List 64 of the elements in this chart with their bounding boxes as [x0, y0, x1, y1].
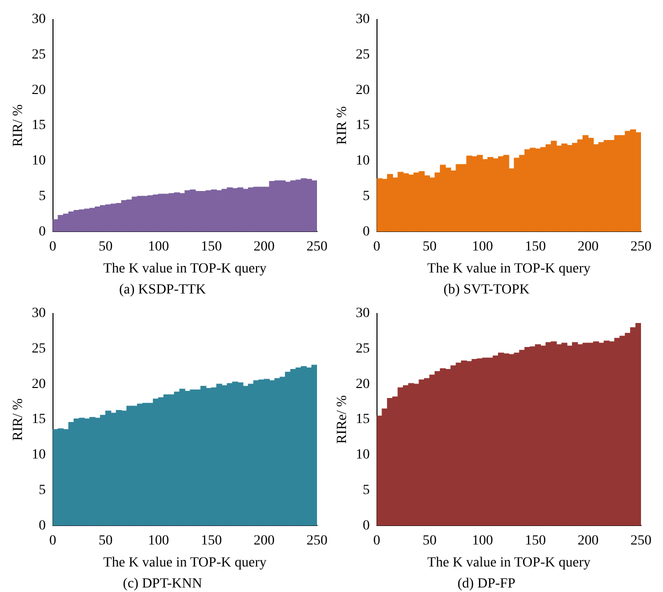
y-tick-label: 15: [32, 118, 46, 134]
y-tick-label: 30: [32, 12, 46, 28]
y-tick-label: 20: [32, 376, 46, 392]
y-tick-label: 25: [356, 47, 370, 62]
y-tick-label: 0: [362, 518, 370, 534]
text: (d) DP-FP: [458, 576, 516, 592]
y-tick-label: 10: [32, 154, 46, 169]
y-tick-label: 30: [356, 12, 370, 28]
y-tick-label: 25: [32, 341, 46, 356]
y-tick-label: 20: [32, 82, 46, 98]
x-tick-label: 200: [578, 534, 599, 549]
y-tick-label: 15: [356, 118, 370, 134]
text: (c) DPT-KNN: [122, 576, 202, 592]
y-tick-label: 0: [38, 224, 46, 240]
x-tick-label: 50: [422, 534, 437, 549]
x-tick-label: 50: [98, 534, 113, 549]
x-tick-label: 100: [472, 240, 493, 255]
x-tick-label: 200: [254, 534, 275, 549]
x-tick-label: 50: [422, 240, 437, 255]
y-tick-label: 10: [32, 448, 46, 463]
x-axis-title: The K value in TOP-K query: [427, 261, 590, 276]
y-tick-label: 25: [356, 341, 370, 356]
text: (b) SVT-TOPK: [444, 282, 530, 298]
y-tick-label: 0: [362, 224, 370, 240]
x-tick-label: 200: [578, 240, 599, 255]
y-tick-label: 0: [38, 518, 46, 534]
y-tick-label: 15: [356, 412, 370, 428]
x-axis-title: The K value in TOP-K query: [103, 261, 266, 276]
x-tick-label: 250: [306, 240, 328, 255]
y-axis-title: RIRe/ %: [335, 394, 350, 444]
x-tick-label: 100: [472, 534, 493, 549]
text: (a) KSDP-TTK: [119, 282, 206, 298]
x-tick-label: 0: [49, 240, 56, 255]
x-tick-label: 150: [524, 534, 546, 549]
y-axis-title: RIR/ %: [11, 398, 26, 441]
x-tick-label: 250: [306, 534, 328, 549]
y-tick-label: 30: [32, 306, 46, 322]
x-tick-label: 150: [200, 534, 222, 549]
x-tick-label: 200: [254, 240, 275, 255]
x-axis-title: The K value in TOP-K query: [427, 555, 590, 570]
y-tick-label: 15: [32, 412, 46, 428]
x-tick-label: 100: [148, 240, 169, 255]
y-axis-title: RIR/ %: [11, 104, 26, 147]
x-tick-label: 150: [200, 240, 222, 255]
y-tick-label: 30: [356, 306, 370, 322]
x-tick-label: 150: [524, 240, 546, 255]
y-tick-label: 5: [362, 482, 370, 498]
y-tick-label: 25: [32, 47, 46, 62]
x-tick-label: 0: [49, 534, 56, 549]
x-axis-title: The K value in TOP-K query: [103, 555, 266, 570]
x-tick-label: 250: [630, 240, 652, 255]
y-tick-label: 5: [38, 188, 46, 204]
x-tick-label: 250: [630, 534, 652, 549]
y-axis-title: RIR %: [335, 106, 350, 145]
y-tick-label: 20: [356, 376, 370, 392]
x-tick-label: 50: [98, 240, 113, 255]
y-tick-label: 20: [356, 82, 370, 98]
x-tick-label: 0: [373, 534, 380, 549]
x-tick-label: 0: [373, 240, 380, 255]
y-tick-label: 5: [362, 188, 370, 204]
y-tick-label: 10: [356, 154, 370, 169]
x-tick-label: 100: [148, 534, 169, 549]
y-tick-label: 5: [38, 482, 46, 498]
y-tick-label: 10: [356, 448, 370, 463]
